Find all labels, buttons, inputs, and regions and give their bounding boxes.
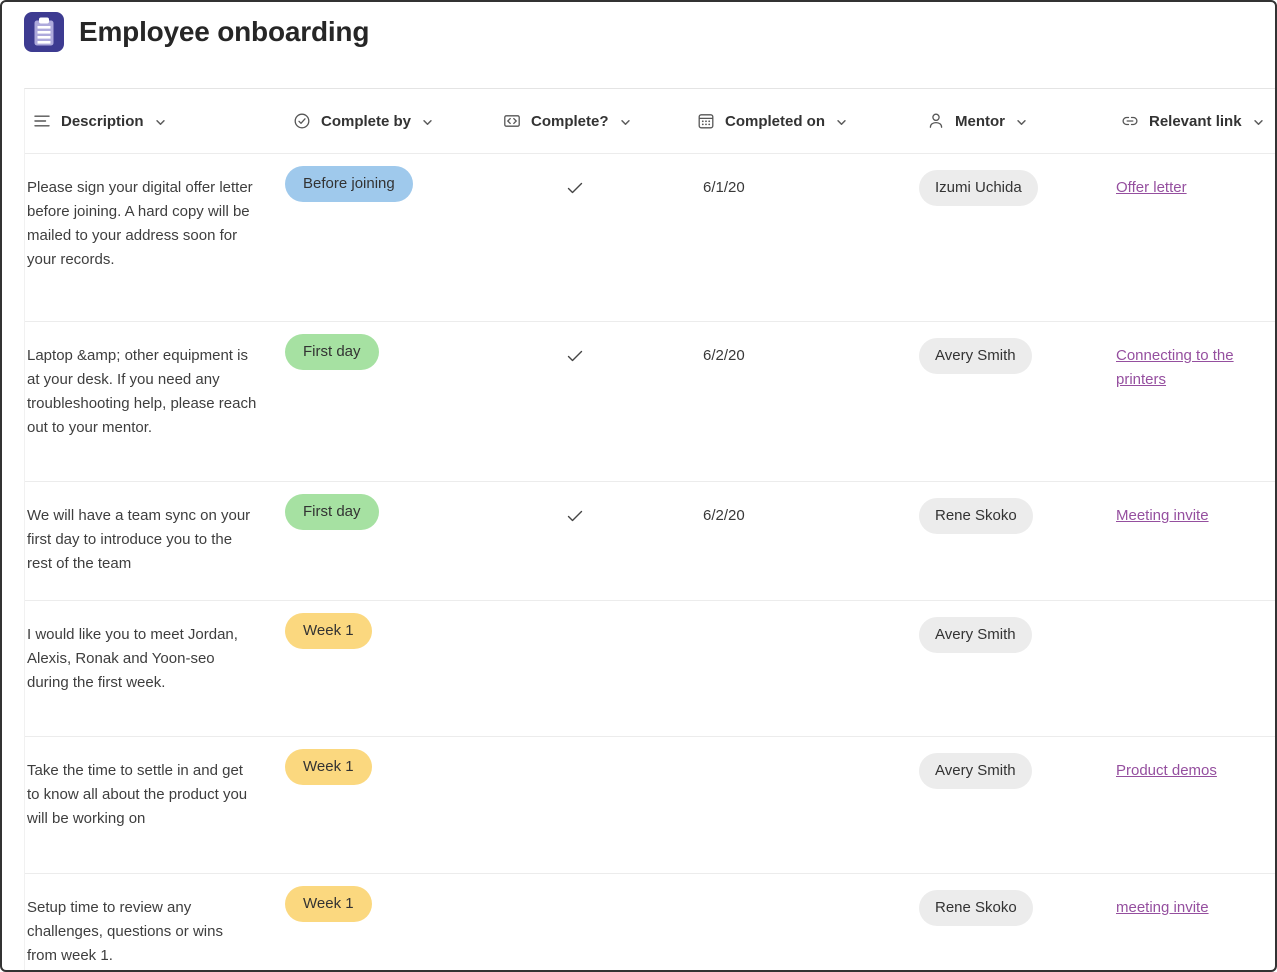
chevron-down-icon[interactable] bbox=[1252, 116, 1265, 129]
column-header-complete[interactable]: Complete? bbox=[495, 111, 689, 131]
column-label: Completed on bbox=[725, 112, 825, 130]
complete-by-pill: Week 1 bbox=[285, 886, 372, 922]
mentor-pill: Rene Skoko bbox=[919, 890, 1033, 926]
relevant-link[interactable]: Meeting invite bbox=[1116, 507, 1209, 524]
description-cell: Please sign your digital offer letter be… bbox=[27, 179, 253, 268]
onboarding-table: Description Complete by Complete? bbox=[24, 88, 1275, 970]
column-header-mentor[interactable]: Mentor bbox=[919, 111, 1113, 131]
link-icon bbox=[1120, 111, 1140, 131]
complete-by-cell: Before joining bbox=[285, 154, 495, 321]
complete-cell bbox=[495, 482, 689, 600]
chevron-down-icon[interactable] bbox=[835, 116, 848, 129]
complete-cell bbox=[495, 737, 689, 873]
relevant-link-cell: Meeting invite bbox=[1113, 482, 1275, 600]
completed-on-cell: 6/1/20 bbox=[703, 179, 745, 196]
mentor-cell: Avery Smith bbox=[919, 322, 1113, 481]
complete-by-cell: First day bbox=[285, 482, 495, 600]
mentor-cell: Rene Skoko bbox=[919, 874, 1113, 970]
clipboard-icon bbox=[24, 12, 64, 52]
complete-cell bbox=[495, 601, 689, 736]
completed-on-cell: 6/2/20 bbox=[703, 347, 745, 364]
table-header-row: Description Complete by Complete? bbox=[25, 89, 1275, 153]
complete-by-pill: First day bbox=[285, 494, 379, 530]
checkmark-icon bbox=[565, 178, 585, 198]
completed-on-cell bbox=[689, 601, 919, 736]
person-icon bbox=[926, 111, 946, 131]
mentor-pill: Rene Skoko bbox=[919, 498, 1033, 534]
completed-on-cell: 6/2/20 bbox=[703, 507, 745, 524]
relevant-link[interactable]: Connecting to the printers bbox=[1116, 347, 1234, 388]
relevant-link[interactable]: Offer letter bbox=[1116, 179, 1187, 196]
mentor-pill: Avery Smith bbox=[919, 338, 1032, 374]
relevant-link[interactable]: Product demos bbox=[1116, 762, 1217, 779]
table-row[interactable]: Laptop &amp; other equipment is at your … bbox=[25, 321, 1275, 481]
description-cell: Take the time to settle in and get to kn… bbox=[27, 762, 248, 827]
multiline-text-icon bbox=[32, 111, 52, 131]
column-header-complete-by[interactable]: Complete by bbox=[285, 111, 495, 131]
complete-cell bbox=[495, 154, 689, 321]
column-header-relevant-link[interactable]: Relevant link bbox=[1113, 111, 1275, 131]
column-label: Description bbox=[61, 112, 144, 130]
table-row[interactable]: I would like you to meet Jordan, Alexis,… bbox=[25, 600, 1275, 736]
relevant-link-cell: Product demos bbox=[1113, 737, 1275, 873]
complete-by-pill: Week 1 bbox=[285, 613, 372, 649]
column-label: Mentor bbox=[955, 112, 1005, 130]
yes-no-icon bbox=[502, 111, 522, 131]
mentor-cell: Izumi Uchida bbox=[919, 154, 1113, 321]
checkmark-icon bbox=[565, 346, 585, 366]
chevron-down-icon[interactable] bbox=[619, 116, 632, 129]
chevron-down-icon[interactable] bbox=[154, 116, 167, 129]
complete-by-cell: First day bbox=[285, 322, 495, 481]
checkmark-icon bbox=[565, 506, 585, 526]
complete-by-cell: Week 1 bbox=[285, 601, 495, 736]
description-cell: Setup time to review any challenges, que… bbox=[27, 899, 223, 964]
relevant-link-cell: Connecting to the printers bbox=[1113, 322, 1275, 481]
complete-cell bbox=[495, 322, 689, 481]
relevant-link[interactable]: meeting invite bbox=[1116, 899, 1209, 916]
relevant-link-cell: meeting invite bbox=[1113, 874, 1275, 970]
mentor-cell: Avery Smith bbox=[919, 601, 1113, 736]
column-header-description[interactable]: Description bbox=[25, 111, 285, 131]
table-row[interactable]: Take the time to settle in and get to kn… bbox=[25, 736, 1275, 873]
description-cell: Laptop &amp; other equipment is at your … bbox=[27, 347, 257, 436]
complete-by-pill: Before joining bbox=[285, 166, 413, 202]
complete-by-cell: Week 1 bbox=[285, 737, 495, 873]
column-header-completed-on[interactable]: Completed on bbox=[689, 111, 919, 131]
chevron-down-icon[interactable] bbox=[421, 116, 434, 129]
relevant-link-cell: Offer letter bbox=[1113, 154, 1275, 321]
relevant-link-cell bbox=[1113, 601, 1275, 736]
mentor-pill: Avery Smith bbox=[919, 617, 1032, 653]
table-row[interactable]: We will have a team sync on your first d… bbox=[25, 481, 1275, 600]
complete-by-cell: Week 1 bbox=[285, 874, 495, 970]
title-bar: Employee onboarding bbox=[2, 2, 1275, 88]
mentor-pill: Avery Smith bbox=[919, 753, 1032, 789]
table-row[interactable]: Please sign your digital offer letter be… bbox=[25, 153, 1275, 321]
choice-icon bbox=[292, 111, 312, 131]
chevron-down-icon[interactable] bbox=[1015, 116, 1028, 129]
column-label: Relevant link bbox=[1149, 112, 1242, 130]
description-cell: I would like you to meet Jordan, Alexis,… bbox=[27, 626, 238, 691]
mentor-cell: Rene Skoko bbox=[919, 482, 1113, 600]
completed-on-cell bbox=[689, 737, 919, 873]
complete-by-pill: Week 1 bbox=[285, 749, 372, 785]
complete-cell bbox=[495, 874, 689, 970]
completed-on-cell bbox=[689, 874, 919, 970]
column-label: Complete by bbox=[321, 112, 412, 130]
column-label: Complete? bbox=[531, 112, 609, 130]
page-title: Employee onboarding bbox=[79, 16, 370, 47]
mentor-cell: Avery Smith bbox=[919, 737, 1113, 873]
calendar-icon bbox=[696, 111, 716, 131]
table-row[interactable]: Setup time to review any challenges, que… bbox=[25, 873, 1275, 970]
description-cell: We will have a team sync on your first d… bbox=[27, 507, 251, 572]
complete-by-pill: First day bbox=[285, 334, 379, 370]
mentor-pill: Izumi Uchida bbox=[919, 170, 1038, 206]
